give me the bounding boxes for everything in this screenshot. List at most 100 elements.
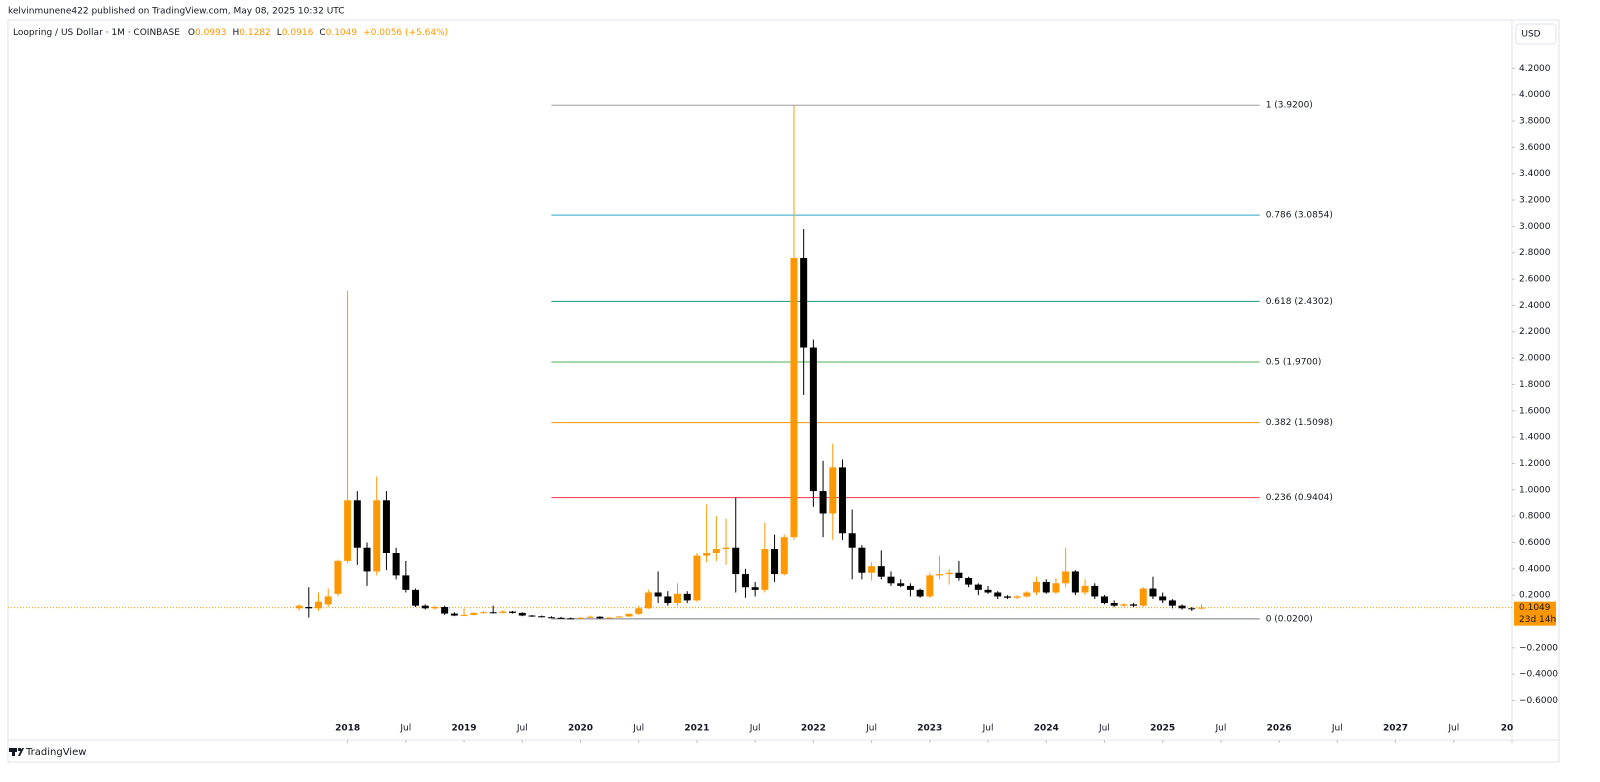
candle-body xyxy=(838,467,846,534)
published-line: kelvinmunene422 published on TradingView… xyxy=(8,7,345,17)
candle-body xyxy=(586,616,594,618)
x-tick-label: Jul xyxy=(1214,724,1226,734)
y-tick-label: 0.8000 xyxy=(1519,512,1551,522)
x-tick-label: Jul xyxy=(516,724,528,734)
candle-body xyxy=(606,617,614,619)
x-tick-label: 20 xyxy=(1501,724,1514,734)
x-tick-label: Jul xyxy=(865,724,877,734)
candle-body xyxy=(936,574,944,576)
x-tick-label: Jul xyxy=(1331,724,1343,734)
candle-body xyxy=(1013,596,1021,598)
y-tick-label: −0.4000 xyxy=(1519,670,1558,680)
candle-body xyxy=(1071,571,1079,593)
x-tick-label: Jul xyxy=(1447,724,1459,734)
fib-label: 0.382 (1.5098) xyxy=(1266,418,1333,428)
y-tick-label: 1.0000 xyxy=(1519,485,1551,495)
candle-body xyxy=(567,618,575,620)
candle-body xyxy=(761,549,769,590)
candle-body xyxy=(450,613,458,616)
x-tick-label: 2022 xyxy=(801,724,826,734)
x-tick-label: Jul xyxy=(982,724,994,734)
candle-body xyxy=(470,612,478,615)
candle-body xyxy=(596,616,604,619)
candle-body xyxy=(1139,588,1147,606)
candle-body xyxy=(295,605,303,609)
candle-body xyxy=(683,593,691,601)
candle-body xyxy=(945,572,953,575)
candle-body xyxy=(1100,596,1108,604)
currency-button[interactable] xyxy=(1515,23,1557,45)
symbol-header: Loopring / US Dollar · 1M · COINBASE O0.0… xyxy=(13,28,448,38)
y-tick-label: 2.8000 xyxy=(1519,248,1551,258)
x-tick-label: Jul xyxy=(1098,724,1110,734)
candle-body xyxy=(615,616,623,618)
candle-body xyxy=(315,601,323,609)
ohlc-value: 0.0916 xyxy=(282,28,314,38)
candle-body xyxy=(324,596,332,605)
candle-body xyxy=(1168,600,1176,606)
fib-label: 0.5 (1.9700) xyxy=(1266,358,1322,368)
x-tick-label: 2020 xyxy=(568,724,593,734)
brand-name: TradingView xyxy=(25,747,86,758)
x-tick-label: Jul xyxy=(632,724,644,734)
candle-body xyxy=(916,589,924,597)
ohlc-value: 0.1049 xyxy=(326,28,358,38)
candle-body xyxy=(1159,596,1167,601)
candle-body xyxy=(906,585,914,590)
candle-body xyxy=(528,615,536,617)
last-price-box xyxy=(1514,601,1556,626)
ohlc-key: H xyxy=(233,28,240,38)
x-tick-label: Jul xyxy=(399,724,411,734)
y-tick-label: 3.8000 xyxy=(1519,117,1551,127)
ohlc-key: C xyxy=(319,28,325,38)
candle-body xyxy=(499,611,507,613)
y-tick-label: 1.6000 xyxy=(1519,406,1551,416)
y-tick-label: 0.4000 xyxy=(1519,564,1551,574)
candle-body xyxy=(547,617,555,619)
candle-body xyxy=(382,500,390,553)
candle-body xyxy=(693,555,701,601)
candle-body xyxy=(353,500,361,548)
candle-body xyxy=(441,606,449,614)
fib-label: 1 (3.9200) xyxy=(1266,101,1313,111)
candle-body xyxy=(848,533,856,548)
candle-body xyxy=(732,547,740,575)
candle-body xyxy=(897,583,905,586)
x-tick-label: 2021 xyxy=(684,724,709,734)
fib-label: 0.618 (2.4302) xyxy=(1266,297,1333,307)
chart-frame xyxy=(7,19,1560,763)
candle-body xyxy=(965,578,973,585)
candle-body xyxy=(800,257,808,348)
candle-body xyxy=(1003,596,1011,598)
candle-body xyxy=(703,552,711,556)
x-tick-label: 2023 xyxy=(917,724,942,734)
y-tick-label: 3.2000 xyxy=(1519,196,1551,206)
candle-body xyxy=(1091,585,1099,597)
y-tick-label: 2.4000 xyxy=(1519,301,1551,311)
candle-body xyxy=(877,566,885,577)
x-tick-label: 2019 xyxy=(452,724,477,734)
candle-body xyxy=(363,547,371,572)
y-tick-label: 0.2000 xyxy=(1519,591,1551,601)
candle-body xyxy=(819,491,827,514)
currency-label[interactable]: USD xyxy=(1521,30,1540,40)
candle-body xyxy=(790,257,798,538)
brand-logo xyxy=(9,747,24,756)
change-value: +0.0056 (+5.64%) xyxy=(363,28,448,38)
y-tick-label: 2.2000 xyxy=(1519,327,1551,337)
candle-body xyxy=(625,613,633,617)
candle-body xyxy=(868,566,876,573)
candle-body xyxy=(1149,588,1157,597)
fib-label: 0.236 (0.9404) xyxy=(1266,493,1333,503)
candle-body xyxy=(1188,608,1196,610)
candle-body xyxy=(1033,581,1041,593)
candle-body xyxy=(674,593,682,604)
candle-body xyxy=(1120,604,1128,606)
candle-body xyxy=(1130,604,1138,606)
candle-body xyxy=(644,592,652,609)
candle-body xyxy=(392,552,400,576)
candle-body xyxy=(994,592,1002,597)
candle-body xyxy=(518,612,526,616)
